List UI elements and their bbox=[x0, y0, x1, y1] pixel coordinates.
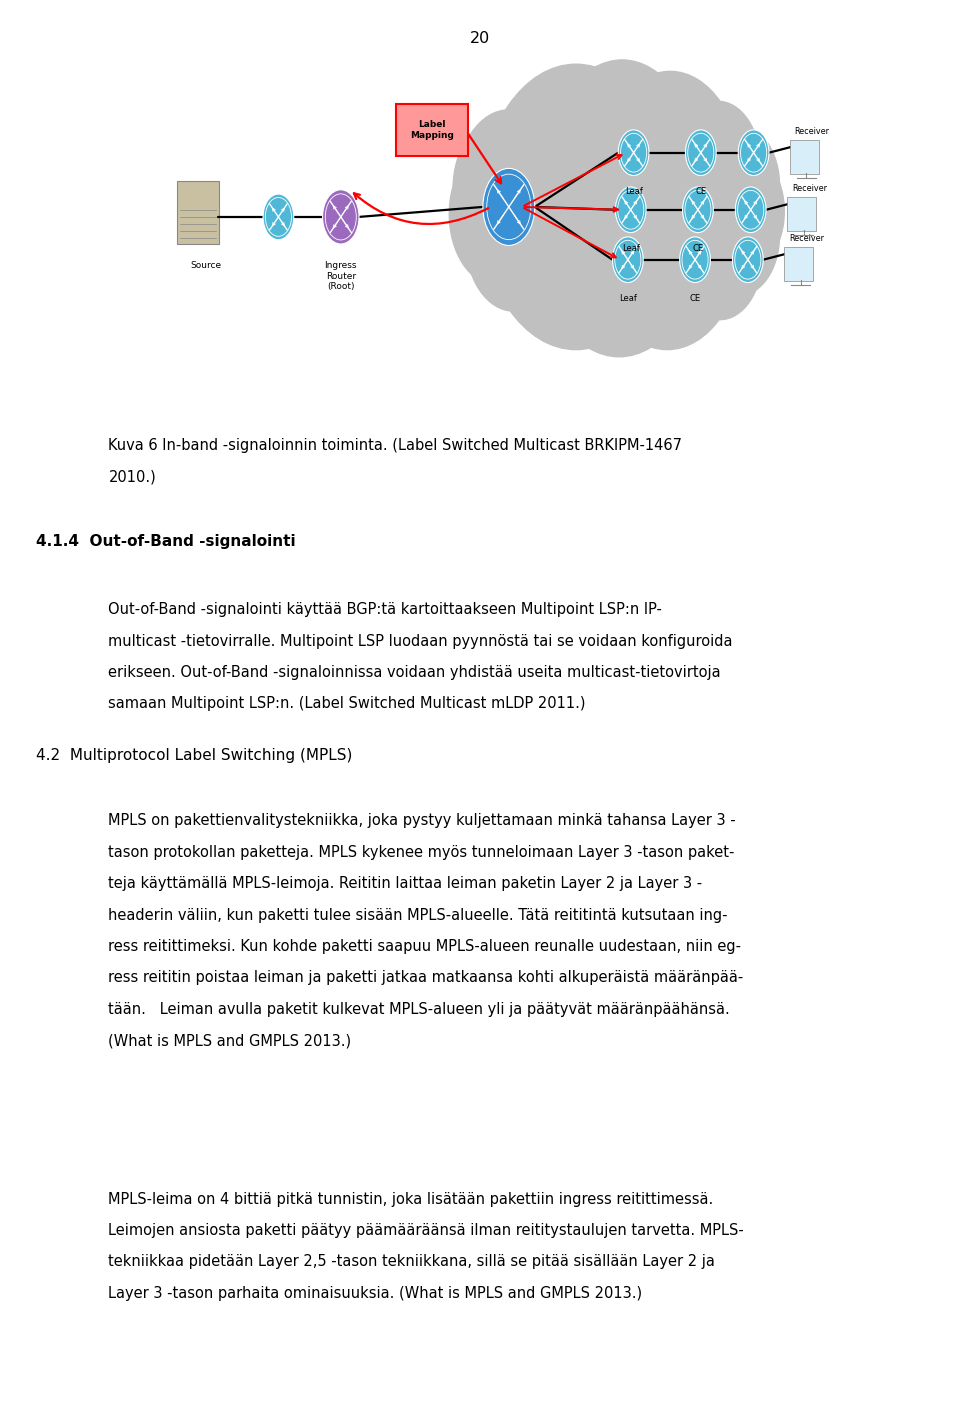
Text: CE: CE bbox=[689, 294, 701, 303]
Circle shape bbox=[456, 110, 562, 267]
Text: ress reititin poistaa leiman ja paketti jatkaa matkaansa kohti alkuperäistä määr: ress reititin poistaa leiman ja paketti … bbox=[108, 970, 744, 986]
Text: samaan Multipoint LSP:n. (Label Switched Multicast mLDP 2011.): samaan Multipoint LSP:n. (Label Switched… bbox=[108, 696, 586, 712]
Text: Ingress
Router
(Root): Ingress Router (Root) bbox=[324, 261, 357, 291]
Text: MPLS on pakettienvalitystekniikka, joka pystyy kuljettamaan minkä tahansa Layer : MPLS on pakettienvalitystekniikka, joka … bbox=[108, 813, 736, 829]
Circle shape bbox=[453, 120, 545, 257]
Circle shape bbox=[637, 84, 726, 215]
Circle shape bbox=[598, 71, 742, 285]
Circle shape bbox=[466, 168, 562, 311]
FancyBboxPatch shape bbox=[790, 140, 819, 174]
Circle shape bbox=[592, 74, 684, 211]
Circle shape bbox=[590, 84, 754, 327]
Circle shape bbox=[480, 64, 672, 350]
Text: headerin väliin, kun paketti tulee sisään MPLS-alueelle. Tätä reititintä kutsuta: headerin väliin, kun paketti tulee sisää… bbox=[108, 908, 728, 923]
Circle shape bbox=[699, 176, 780, 295]
Text: erikseen. Out-of-Band -signaloinnissa voidaan yhdistää useita multicast-tietovir: erikseen. Out-of-Band -signaloinnissa vo… bbox=[108, 665, 721, 681]
Text: Source: Source bbox=[191, 261, 222, 270]
Circle shape bbox=[545, 197, 641, 340]
Text: tään.   Leiman avulla paketit kulkevat MPLS-alueen yli ja päätyvät määränpäähäns: tään. Leiman avulla paketit kulkevat MPL… bbox=[108, 1002, 731, 1017]
Circle shape bbox=[680, 237, 710, 283]
Circle shape bbox=[533, 64, 715, 335]
FancyBboxPatch shape bbox=[784, 247, 813, 281]
Text: (What is MPLS and GMPLS 2013.): (What is MPLS and GMPLS 2013.) bbox=[108, 1033, 351, 1049]
Circle shape bbox=[678, 194, 762, 320]
Circle shape bbox=[732, 237, 763, 283]
Text: Leaf: Leaf bbox=[622, 244, 639, 253]
Text: Receiver: Receiver bbox=[795, 127, 829, 136]
Text: MPLS-leima on 4 bittiä pitkä tunnistin, joka lisätään pakettiin ingress reititti: MPLS-leima on 4 bittiä pitkä tunnistin, … bbox=[108, 1192, 713, 1207]
Text: tekniikkaa pidetään Layer 2,5 -tason tekniikkana, sillä se pitää sisällään Layer: tekniikkaa pidetään Layer 2,5 -tason tek… bbox=[108, 1254, 715, 1270]
Circle shape bbox=[685, 130, 716, 176]
Circle shape bbox=[735, 187, 766, 233]
Circle shape bbox=[704, 151, 784, 271]
Circle shape bbox=[592, 203, 684, 340]
Circle shape bbox=[683, 187, 713, 233]
Text: Kuva 6 In-band -signaloinnin toiminta. (Label Switched Multicast BRKIPM-1467: Kuva 6 In-band -signaloinnin toiminta. (… bbox=[108, 438, 683, 454]
Circle shape bbox=[738, 130, 769, 176]
Text: multicast -tietovirralle. Multipoint LSP luodaan pyynnöstä tai se voidaan konfig: multicast -tietovirralle. Multipoint LSP… bbox=[108, 634, 733, 649]
Circle shape bbox=[538, 114, 701, 357]
Circle shape bbox=[637, 203, 726, 334]
Circle shape bbox=[483, 168, 535, 245]
Circle shape bbox=[499, 183, 599, 331]
Text: Label
Mapping: Label Mapping bbox=[410, 120, 454, 140]
Text: ress reitittimeksi. Kun kohde paketti saapuu MPLS-alueen reunalle uudestaan, nii: ress reitittimeksi. Kun kohde paketti sa… bbox=[108, 939, 741, 955]
FancyBboxPatch shape bbox=[177, 181, 219, 244]
Circle shape bbox=[612, 237, 643, 283]
Text: 20: 20 bbox=[469, 31, 491, 47]
Text: Receiver: Receiver bbox=[789, 234, 824, 243]
Circle shape bbox=[615, 187, 646, 233]
Text: CE: CE bbox=[692, 244, 704, 253]
Text: Layer 3 -tason parhaita ominaisuuksia. (What is MPLS and GMPLS 2013.): Layer 3 -tason parhaita ominaisuuksia. (… bbox=[108, 1286, 642, 1301]
Text: Receiver: Receiver bbox=[792, 184, 827, 193]
Circle shape bbox=[618, 130, 649, 176]
Text: Leimojen ansiosta paketti päätyy päämääräänsä ilman reititystaulujen tarvetta. M: Leimojen ansiosta paketti päätyy päämäär… bbox=[108, 1223, 744, 1239]
Circle shape bbox=[547, 76, 643, 218]
Text: tason protokollan paketteja. MPLS kykenee myös tunneloimaan Layer 3 -tason paket: tason protokollan paketteja. MPLS kykene… bbox=[108, 845, 734, 860]
Text: teja käyttämällä MPLS-leimoja. Reititin laittaa leiman paketin Layer 2 ja Layer : teja käyttämällä MPLS-leimoja. Reititin … bbox=[108, 876, 703, 892]
Text: 4.1.4  Out-of-Band -signalointi: 4.1.4 Out-of-Band -signalointi bbox=[36, 534, 296, 549]
Text: 2010.): 2010.) bbox=[108, 469, 156, 485]
Circle shape bbox=[502, 87, 602, 235]
Text: 4.2  Multiprotocol Label Switching (MPLS): 4.2 Multiprotocol Label Switching (MPLS) bbox=[36, 748, 353, 763]
Circle shape bbox=[323, 190, 359, 244]
Circle shape bbox=[699, 126, 780, 245]
Text: Leaf: Leaf bbox=[625, 187, 642, 195]
Circle shape bbox=[263, 194, 294, 240]
Circle shape bbox=[545, 60, 699, 288]
FancyBboxPatch shape bbox=[396, 104, 468, 156]
Circle shape bbox=[590, 121, 744, 350]
FancyBboxPatch shape bbox=[787, 197, 816, 231]
Text: Leaf: Leaf bbox=[619, 294, 636, 303]
Circle shape bbox=[449, 143, 545, 285]
Text: CE: CE bbox=[695, 187, 707, 195]
Text: Out-of-Band -signalointi käyttää BGP:tä kartoittaakseen Multipoint LSP:n IP-: Out-of-Band -signalointi käyttää BGP:tä … bbox=[108, 602, 662, 618]
Circle shape bbox=[676, 101, 760, 227]
